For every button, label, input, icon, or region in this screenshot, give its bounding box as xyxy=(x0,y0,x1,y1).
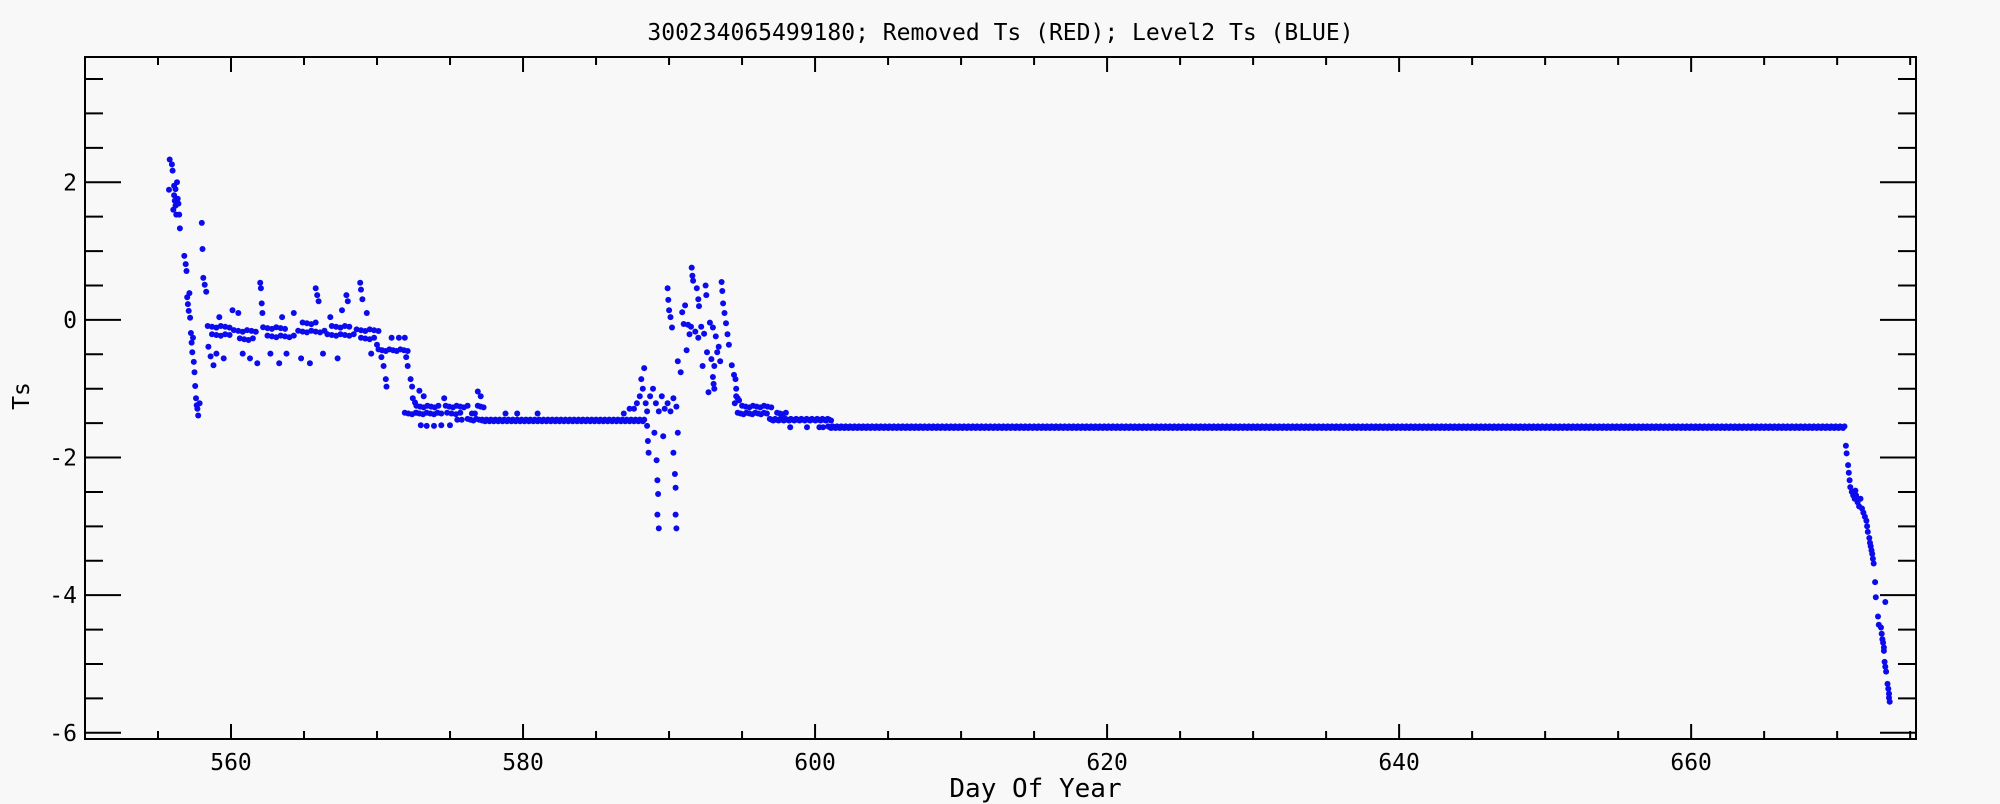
y-tick-label: -4 xyxy=(49,583,77,609)
x-tick-label: 640 xyxy=(1378,750,1420,776)
x-axis-label: Day Of Year xyxy=(949,774,1122,804)
y-axis-ticks xyxy=(85,78,1916,734)
y-axis-label: Ts xyxy=(9,382,35,410)
x-tick-labels: 560 580 600 620 640 660 xyxy=(210,750,1712,776)
x-axis-ticks xyxy=(84,57,1912,739)
x-tick-label: 560 xyxy=(210,750,252,776)
axis-box xyxy=(84,56,1917,740)
chart-title: 300234065499180; Removed Ts (RED); Level… xyxy=(647,20,1354,46)
y-tick-label: -2 xyxy=(49,446,77,472)
x-tick-label: 660 xyxy=(1670,750,1712,776)
y-tick-label: 2 xyxy=(63,170,77,196)
x-tick-label: 600 xyxy=(794,750,836,776)
y-tick-labels: 2 0 -2 -4 -6 xyxy=(49,170,77,747)
x-tick-label: 580 xyxy=(502,750,544,776)
series-level2-ts-blue- xyxy=(166,156,1893,705)
x-tick-label: 620 xyxy=(1086,750,1128,776)
y-tick-label: -6 xyxy=(49,721,77,747)
y-tick-label: 0 xyxy=(63,308,77,334)
